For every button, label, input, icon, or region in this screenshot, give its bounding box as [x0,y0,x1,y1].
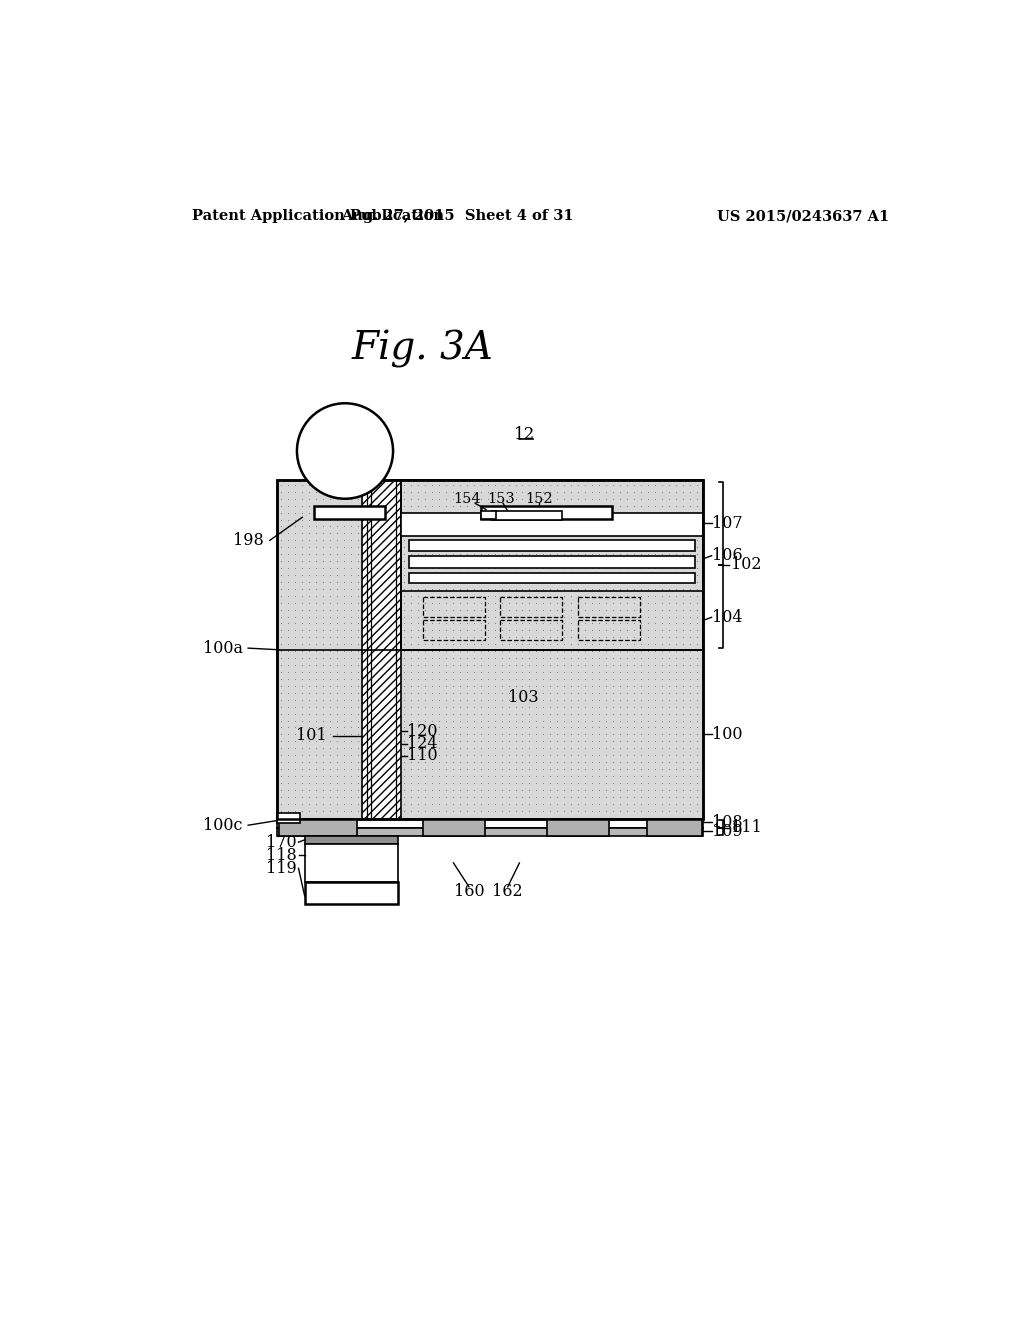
Bar [276,480,703,818]
Bar [647,818,701,836]
Text: 106: 106 [712,548,742,564]
Text: US 2015/0243637 A1: US 2015/0243637 A1 [717,209,889,223]
Text: 111: 111 [731,818,762,836]
Text: 100c: 100c [203,817,243,834]
Text: 110: 110 [407,747,437,764]
Text: 153: 153 [487,492,515,506]
Text: 160: 160 [454,883,484,900]
Bar [400,480,703,818]
Bar [409,557,695,568]
Bar [400,591,703,649]
Text: 109: 109 [712,822,742,840]
Circle shape [297,404,393,499]
Text: 170: 170 [266,834,297,850]
Bar [400,512,703,536]
Bar [276,829,703,836]
Text: 120: 120 [407,723,437,739]
Bar [305,836,397,843]
Bar [480,511,496,519]
Text: 154: 154 [454,492,481,506]
Text: 12: 12 [514,425,536,442]
Bar [423,818,484,836]
Text: 101: 101 [296,727,327,744]
Text: 100: 100 [712,726,742,743]
Text: 152: 152 [525,492,553,506]
Bar [280,818,356,836]
Bar [409,573,695,583]
Bar [409,540,695,552]
Text: Patent Application Publication: Patent Application Publication [191,209,443,223]
Text: 124: 124 [407,735,437,752]
Text: 119: 119 [266,859,297,876]
Bar [480,507,612,519]
Bar [305,882,397,904]
Bar [305,843,397,882]
Text: 100a: 100a [203,640,243,656]
Text: Fig. 3A: Fig. 3A [351,330,494,368]
Bar [276,480,362,818]
Bar [276,813,300,822]
Text: 107: 107 [712,515,742,532]
Bar [276,818,703,829]
Text: Aug. 27, 2015  Sheet 4 of 31: Aug. 27, 2015 Sheet 4 of 31 [341,209,573,223]
Text: 104: 104 [712,609,742,626]
Bar [493,511,562,520]
Bar [362,480,400,818]
Bar [400,480,703,649]
Text: 102: 102 [731,557,762,573]
Bar [276,480,703,818]
Text: 118: 118 [266,846,297,863]
Bar [547,818,608,836]
Text: 162: 162 [493,883,523,900]
Bar [314,507,385,519]
Text: 103: 103 [508,689,539,706]
Text: 198: 198 [232,532,263,549]
Text: 108: 108 [712,813,742,830]
